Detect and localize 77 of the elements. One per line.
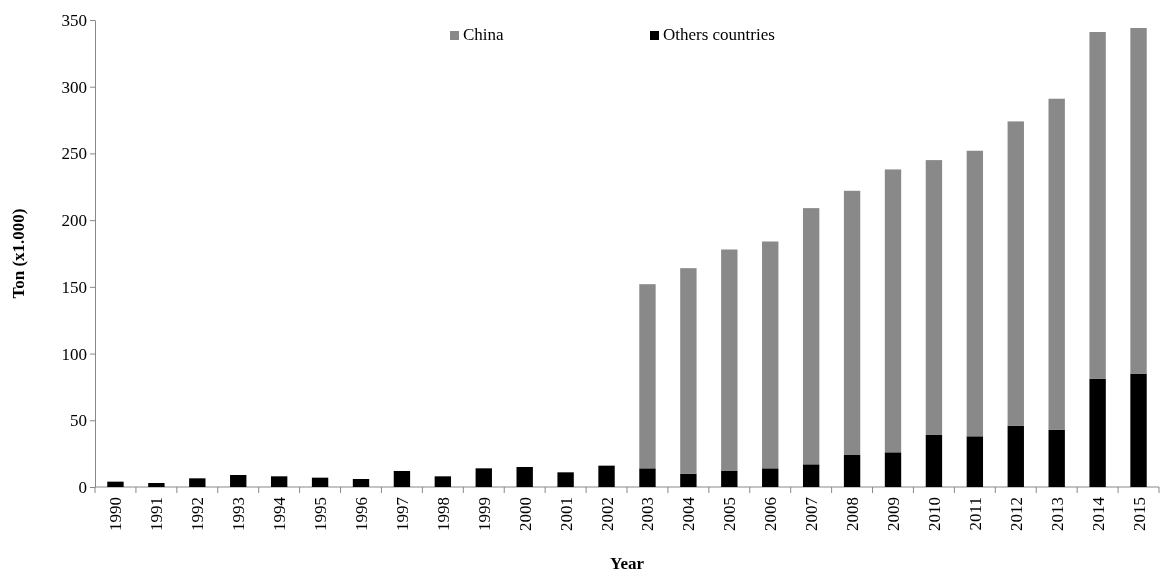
x-tick-label: 2010: [924, 497, 944, 531]
x-tick-label: 1994: [270, 496, 290, 531]
bar: [680, 268, 697, 474]
x-tick-label: 1993: [229, 497, 249, 531]
x-tick-label: 1991: [147, 497, 167, 531]
y-tick-label: 150: [61, 277, 87, 297]
y-tick-label: 100: [61, 344, 87, 364]
x-tick-label: 2002: [597, 497, 617, 531]
bar: [884, 452, 902, 487]
bar: [230, 474, 247, 487]
x-tick-label: 1997: [392, 496, 412, 531]
bar: [884, 169, 902, 453]
bar: [843, 190, 861, 455]
x-tick-label: 2011: [965, 497, 985, 531]
y-tick-label: 350: [61, 10, 87, 30]
bar: [516, 466, 533, 487]
x-tick-label: 2003: [638, 497, 658, 531]
bar: [107, 481, 124, 487]
x-tick-label: 1995: [311, 497, 331, 531]
bar: [1007, 425, 1024, 487]
y-tick-label: 0: [78, 477, 87, 497]
bar: [1048, 429, 1065, 487]
y-tick-label: 300: [61, 77, 87, 97]
legend-label: China: [463, 25, 505, 44]
bar: [966, 436, 984, 487]
bar: [1048, 98, 1065, 430]
x-tick-label: 2015: [1129, 497, 1149, 531]
bar: [1130, 28, 1147, 374]
bar: [1007, 121, 1024, 426]
x-tick-label: 2000: [515, 497, 535, 531]
x-tick-label: 2014: [1088, 496, 1108, 531]
bar: [639, 284, 656, 469]
bar: [925, 434, 943, 487]
bar: [802, 464, 820, 487]
bar: [189, 478, 206, 487]
y-tick-label: 250: [61, 144, 87, 164]
bar: [680, 473, 697, 487]
bar: [393, 470, 411, 487]
bar: [762, 468, 779, 487]
x-tick-label: 1992: [188, 497, 208, 531]
bar: [1130, 373, 1147, 487]
bar: [966, 150, 984, 437]
bar: [475, 468, 492, 487]
bar: [721, 470, 738, 487]
x-axis-title: Year: [610, 554, 645, 573]
legend-label: Others countries: [663, 25, 775, 44]
bar: [721, 249, 738, 471]
x-tick-label: 1990: [106, 497, 126, 531]
bar: [311, 477, 329, 487]
bar: [270, 476, 288, 487]
x-tick-label: 2009: [884, 497, 903, 531]
bar: [925, 160, 943, 435]
bar: [1089, 378, 1106, 487]
bar: [1089, 32, 1106, 379]
bar: [843, 454, 861, 487]
bar: [802, 208, 820, 465]
x-tick-label: 2006: [761, 497, 781, 531]
y-tick-label: 200: [61, 211, 87, 231]
bar: [148, 483, 165, 487]
x-tick-label: 1998: [433, 497, 453, 531]
y-tick-label: 50: [70, 411, 87, 431]
x-tick-label: 2008: [843, 497, 863, 531]
x-tick-label: 2004: [679, 496, 699, 531]
x-tick-label: 2007: [802, 496, 822, 531]
x-tick-label: 2012: [1006, 497, 1026, 531]
y-axis-title: Ton (x1.000): [9, 208, 28, 299]
x-tick-label: 1999: [474, 497, 494, 531]
x-tick-label: 2001: [556, 497, 576, 531]
bar: [598, 465, 615, 487]
bar: [557, 472, 574, 487]
x-tick-label: 2005: [720, 497, 740, 531]
bar: [434, 476, 452, 487]
bar: [639, 468, 656, 487]
x-tick-label: 2013: [1047, 497, 1067, 531]
bar: [352, 478, 370, 487]
x-tick-label: 1996: [352, 497, 371, 531]
bar: [762, 241, 779, 469]
